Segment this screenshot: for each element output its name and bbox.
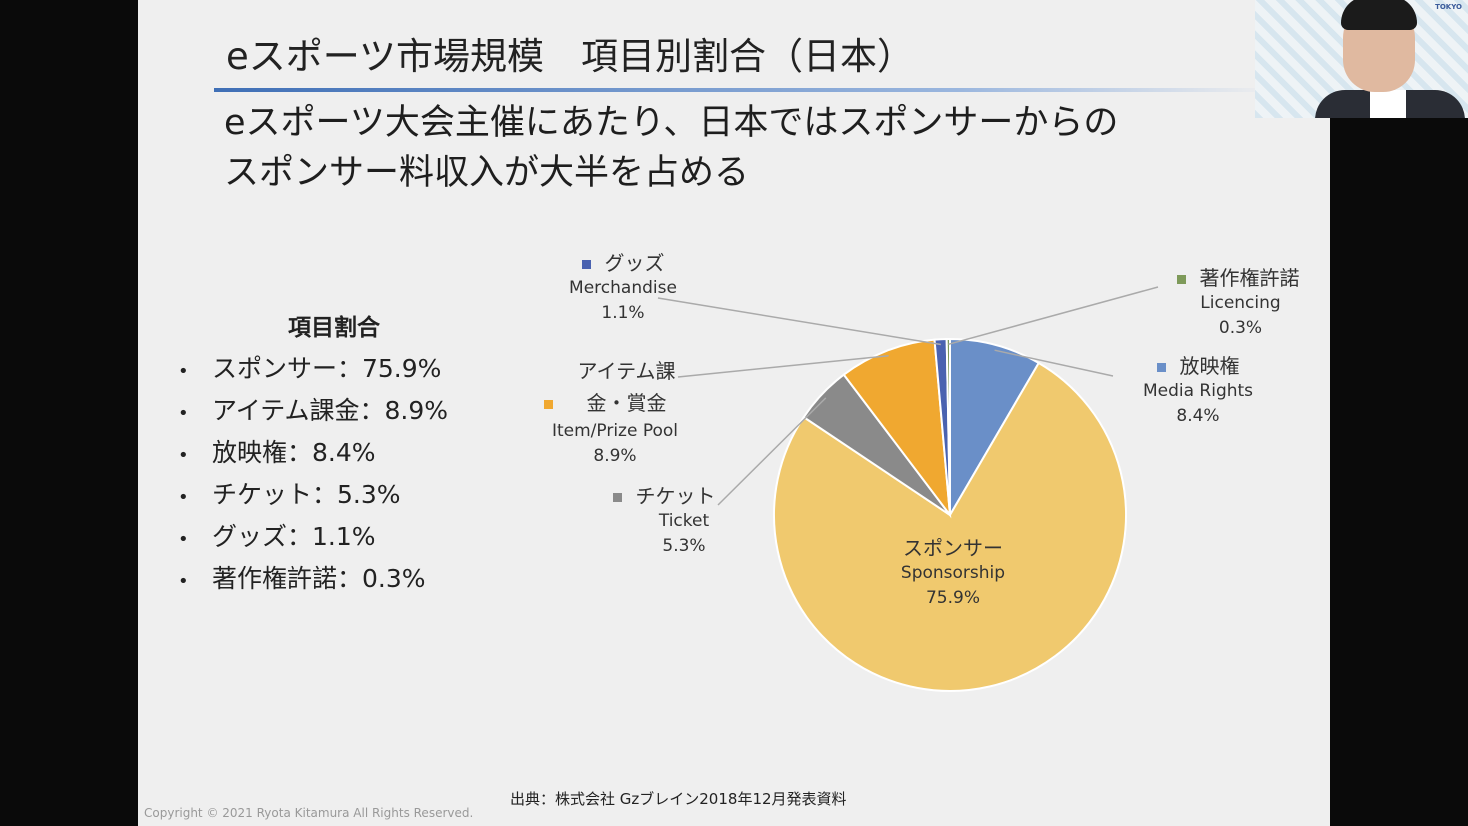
label-merchandise: グッズ Merchandise 1.1% <box>558 251 688 326</box>
label-ticket: チケット Ticket 5.3% <box>594 484 734 559</box>
pie-slice-item-prize-pool <box>842 338 952 519</box>
subtitle-line: eスポーツ大会主催にあたり、日本ではスポンサーからの <box>224 103 1119 143</box>
list-item: • チケット：5.3% <box>178 474 448 516</box>
leader-line <box>677 354 889 378</box>
bullet-icon: • <box>178 445 189 466</box>
label-licencing: 著作権許諾 Licencing 0.3% <box>1168 266 1308 341</box>
copyright: Copyright © 2021 Ryota Kitamura All Righ… <box>144 806 474 820</box>
label-jp: チケット <box>635 484 716 508</box>
leader-line <box>657 297 941 346</box>
list-item-text: チケット：5.3% <box>212 480 401 509</box>
list-item-text: 放映権：8.4% <box>212 438 376 467</box>
label-value: 1.1% <box>601 303 645 323</box>
label-jp: グッズ <box>604 251 665 275</box>
presenter-shirt <box>1370 90 1406 118</box>
legend-swatch <box>543 400 553 409</box>
label-en: Ticket <box>658 511 710 531</box>
pie-slice-media-rights <box>949 337 1041 519</box>
legend-swatch <box>1156 363 1166 372</box>
legend-swatch <box>1176 275 1186 284</box>
list-heading: 項目割合 <box>288 315 380 341</box>
label-en: Media Rights <box>1142 381 1254 401</box>
label-value: 8.9% <box>593 446 637 466</box>
share-list: • スポンサー：75.9% • アイテム課金：8.9% • 放映権：8.4% • チケッ… <box>178 348 448 600</box>
label-jp: スポンサー <box>903 536 1003 560</box>
label-value: 75.9% <box>925 588 980 608</box>
slide: eスポーツ市場規模 項目別割合（日本） eスポーツ大会主催にあたり、日本ではスポ… <box>138 0 1330 826</box>
pie-slice-sponsorship <box>773 361 1127 692</box>
list-item: • 著作権許諾：0.3% <box>178 558 448 600</box>
label-en: Sponsorship <box>900 563 1006 583</box>
subtitle-line: スポンサー料収入が大半を占める <box>224 153 750 193</box>
list-item-text: アイテム課金：8.9% <box>212 396 449 425</box>
list-item: • グッズ：1.1% <box>178 516 448 558</box>
label-value: 5.3% <box>662 536 706 556</box>
label-value: 0.3% <box>1218 318 1263 338</box>
leader-line <box>948 286 1159 346</box>
label-jp: 放映権 <box>1179 354 1240 378</box>
list-item-text: スポンサー：75.9% <box>212 354 442 383</box>
list-item-text: 著作権許諾：0.3% <box>212 564 426 593</box>
source-note: 出典：株式会社 Gzブレイン2018年12月発表資料 <box>510 790 847 808</box>
bullet-icon: • <box>178 403 189 424</box>
presenter-hair <box>1341 0 1417 30</box>
label-media-rights: 放映権 Media Rights 8.4% <box>1138 354 1258 429</box>
webcam-video: TOKYO <box>1255 0 1468 118</box>
bullet-icon: • <box>178 487 189 508</box>
label-en: Licencing <box>1200 293 1281 313</box>
label-jp: 著作権許諾 <box>1199 266 1300 290</box>
label-item-prize: アイテム課金・賞金 Item/Prize Pool 8.9% <box>530 355 700 469</box>
label-value: 8.4% <box>1176 406 1220 426</box>
list-item: • スポンサー：75.9% <box>178 348 448 390</box>
bullet-icon: • <box>178 529 189 550</box>
list-item: • アイテム課金：8.9% <box>178 390 448 432</box>
label-en: Item/Prize Pool <box>551 421 679 441</box>
leader-line <box>994 349 1114 377</box>
label-en: Merchandise <box>569 278 677 298</box>
slide-subtitle: eスポーツ大会主催にあたり、日本ではスポンサーからの スポンサー料収入が大半を占… <box>224 98 1224 198</box>
label-sponsorship: スポンサー Sponsorship 75.9% <box>883 536 1023 611</box>
bullet-icon: • <box>178 571 189 592</box>
legend-swatch <box>612 493 622 502</box>
slide-title: eスポーツ市場規模 項目別割合（日本） <box>226 35 915 78</box>
webcam-logo: TOKYO <box>1435 3 1462 11</box>
bullet-icon: • <box>178 361 189 382</box>
list-item: • 放映権：8.4% <box>178 432 448 474</box>
leader-line <box>717 397 827 506</box>
title-divider <box>214 88 1274 92</box>
list-item-text: グッズ：1.1% <box>212 522 376 551</box>
label-jp: アイテム課金・賞金 <box>577 359 676 415</box>
pie-slice-licencing <box>945 337 951 516</box>
legend-swatch <box>581 260 591 269</box>
pie-chart <box>657 286 1159 692</box>
